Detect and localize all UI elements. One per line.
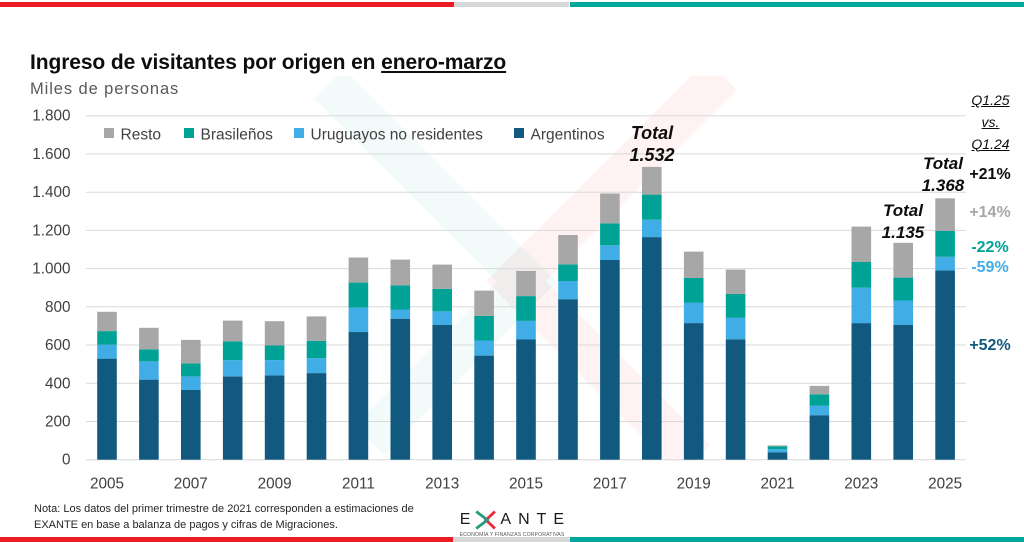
svg-text:800: 800 [45,299,71,316]
svg-text:Argentinos: Argentinos [531,126,605,143]
svg-text:2005: 2005 [90,475,124,492]
svg-text:2017: 2017 [593,475,627,492]
svg-text:1.400: 1.400 [32,184,70,201]
svg-text:2013: 2013 [425,475,459,492]
svg-text:2025: 2025 [928,475,962,492]
svg-text:1.800: 1.800 [32,108,70,125]
svg-text:1.200: 1.200 [32,222,70,239]
svg-text:1.000: 1.000 [32,261,70,278]
svg-text:2011: 2011 [342,475,375,492]
svg-text:1.600: 1.600 [32,146,70,163]
svg-text:2021: 2021 [760,475,794,492]
svg-text:2007: 2007 [174,475,208,492]
svg-text:0: 0 [62,452,71,469]
svg-text:400: 400 [45,375,71,392]
svg-text:2019: 2019 [677,475,711,492]
svg-text:2015: 2015 [509,475,543,492]
svg-text:Brasileños: Brasileños [201,126,274,143]
svg-text:2009: 2009 [258,475,292,492]
svg-text:Uruguayos no residentes: Uruguayos no residentes [311,126,484,143]
svg-text:2023: 2023 [844,475,878,492]
svg-text:Resto: Resto [121,126,162,143]
svg-text:600: 600 [45,337,71,354]
svg-text:200: 200 [45,414,71,431]
